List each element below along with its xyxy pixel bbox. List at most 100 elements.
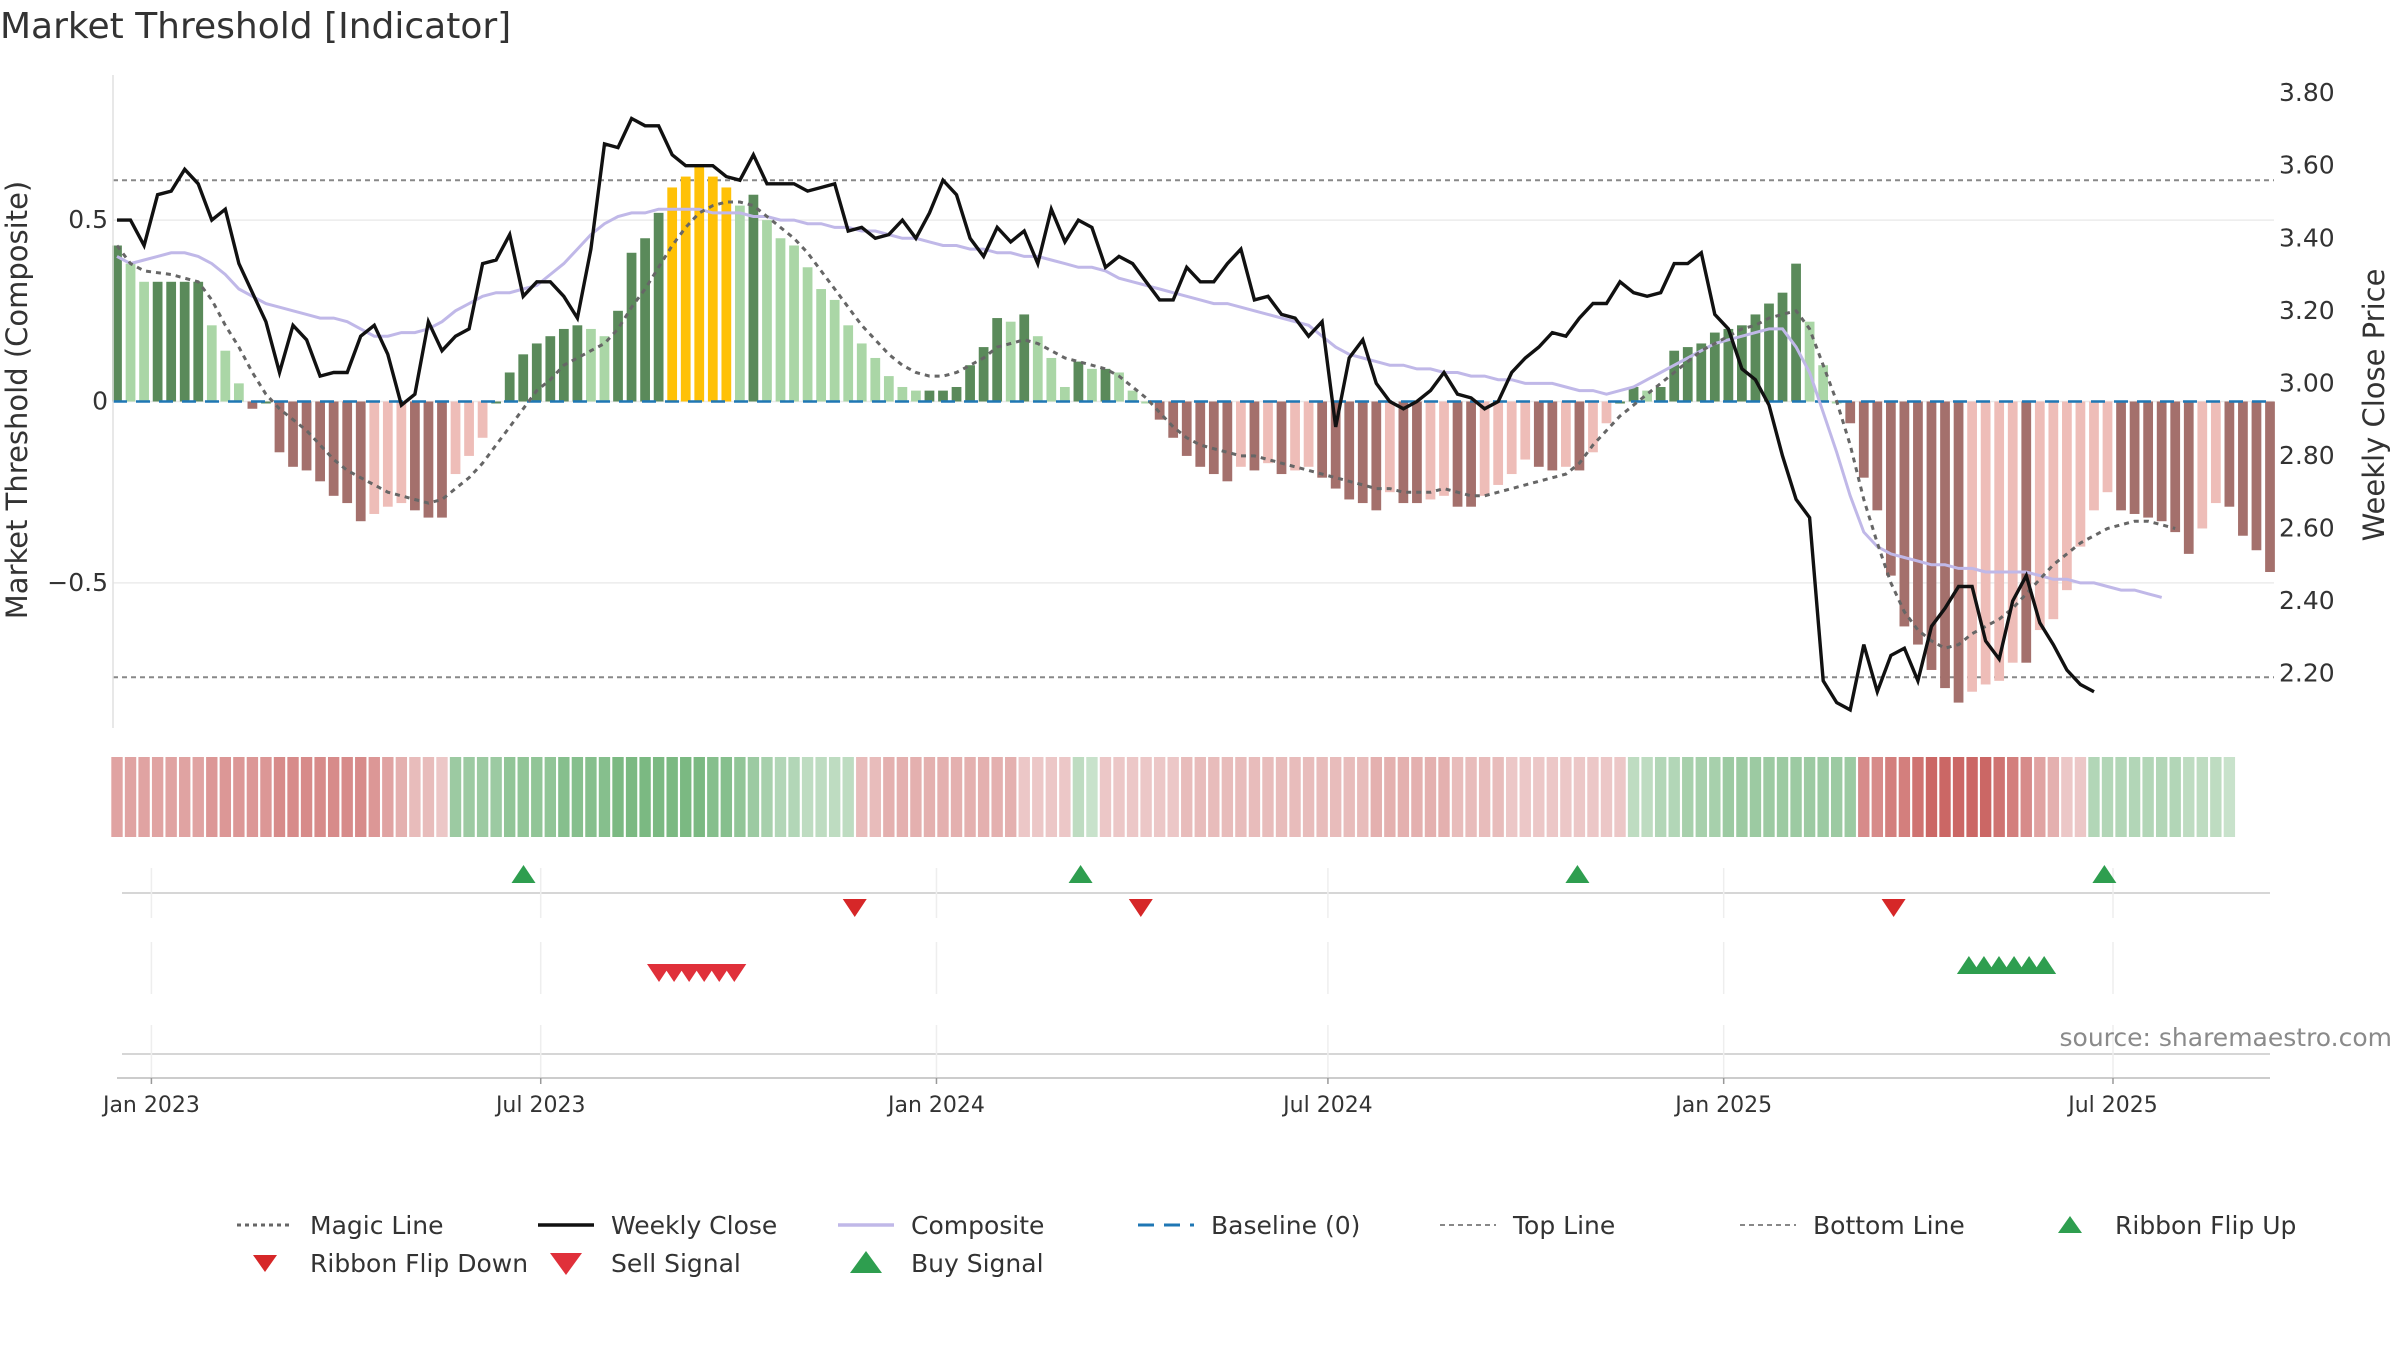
composite-bar — [1520, 401, 1531, 460]
sell-signal-marker — [662, 964, 687, 982]
composite-bar — [653, 212, 664, 402]
ribbon-cell — [1343, 757, 1355, 837]
ribbon-cell — [1817, 757, 1829, 837]
legend-swatch-buy — [850, 1251, 882, 1273]
composite-bar — [491, 401, 502, 404]
x-tick-label: Jul 2025 — [2066, 1093, 2158, 1118]
composite-bar — [2075, 401, 2086, 547]
source-credit: source: sharemaestro.com — [2060, 1023, 2393, 1052]
composite-bar — [1791, 263, 1801, 402]
x-tick-label: Jan 2023 — [101, 1093, 200, 1118]
composite-bar — [1290, 401, 1300, 471]
x-tick-label: Jul 2023 — [494, 1093, 586, 1118]
composite-bar — [1181, 401, 1192, 456]
ribbon-cell — [382, 757, 394, 837]
ribbon-cell — [910, 757, 922, 837]
composite-bar — [1384, 401, 1395, 493]
ribbon-cell — [273, 757, 286, 837]
composite-bar — [1276, 401, 1287, 475]
composite-bar — [1127, 390, 1138, 402]
series-lines — [113, 116, 2274, 713]
ribbon-cell — [422, 757, 435, 837]
composite-bar — [1953, 401, 1964, 703]
composite-bar — [992, 318, 1003, 402]
ribbon-cell — [1059, 757, 1071, 837]
composite-bar — [2265, 401, 2275, 573]
ribbon-cell — [788, 757, 800, 837]
ribbon-cell — [1844, 757, 1856, 837]
ribbon-cell — [1614, 757, 1626, 837]
composite-bar — [829, 299, 840, 402]
composite-bar — [2156, 401, 2167, 522]
ribbon-cell — [260, 757, 272, 837]
ribbon-cell — [639, 757, 651, 837]
composite-bar — [2129, 401, 2140, 514]
composite-bar — [965, 365, 975, 402]
composite-bar — [1994, 401, 2005, 681]
composite-bar — [911, 390, 921, 402]
y2-tick-label: 2.40 — [2279, 586, 2335, 615]
ribbon-cell — [734, 757, 746, 837]
composite-bar — [206, 325, 217, 402]
composite-bar — [233, 383, 244, 402]
ribbon-cell — [1560, 757, 1572, 837]
composite-bar — [531, 343, 542, 402]
composite-bar — [1398, 401, 1409, 504]
ribbon-cell — [1316, 757, 1328, 837]
composite-bar — [328, 401, 339, 496]
ribbon-cell — [1519, 757, 1531, 837]
ribbon-cell — [923, 757, 936, 837]
composite-bar — [762, 220, 772, 402]
ribbon-cell — [1181, 757, 1193, 837]
composite-bar — [1236, 401, 1246, 467]
composite-bar — [1263, 401, 1273, 464]
y2-tick-label: 3.40 — [2279, 223, 2335, 252]
ribbon-cell — [1086, 757, 1098, 837]
y-tick-label: 0.5 — [68, 205, 108, 234]
composite-bar — [1560, 401, 1571, 467]
composite-bar — [301, 401, 312, 471]
ribbon-cell — [883, 757, 895, 837]
composite-bar — [1547, 401, 1558, 471]
composite-bar — [735, 205, 745, 402]
composite-bar — [2048, 401, 2059, 620]
ribbon-cell — [652, 757, 665, 837]
composite-bar — [1845, 401, 1856, 424]
ribbon-cell — [571, 757, 584, 837]
ribbon-cell — [1153, 757, 1166, 837]
ribbon-cell — [1384, 757, 1396, 837]
ribbon-cell — [964, 757, 976, 837]
ribbon-cell — [1912, 757, 1924, 837]
legend-label: Top Line — [1512, 1211, 1615, 1240]
composite-bar — [1885, 401, 1896, 576]
buy-signal-marker — [1956, 956, 1981, 974]
composite-bar — [2102, 401, 2113, 493]
composite-bar — [1601, 401, 1612, 424]
legend-label: Weekly Close — [611, 1211, 777, 1240]
composite-bar — [1858, 401, 1869, 478]
ribbon-cell — [1573, 757, 1586, 837]
ribbon-cell — [355, 757, 367, 837]
ribbon-cell — [1709, 757, 1721, 837]
composite-bar — [152, 281, 163, 402]
composite-bar — [626, 252, 637, 402]
ribbon-cell — [165, 757, 177, 837]
signal-events — [122, 865, 2270, 1078]
composite-bar — [1059, 386, 1070, 402]
composite-bar — [1642, 390, 1652, 402]
ribbon-cell — [1221, 757, 1234, 837]
ribbon-cell — [544, 757, 556, 837]
ribbon-cell — [1113, 757, 1125, 837]
ribbon-cell — [1925, 757, 1938, 837]
ribbon-cell — [206, 757, 218, 837]
ribbon-cell — [612, 757, 624, 837]
ribbon-cell — [1411, 757, 1423, 837]
ribbon-cell — [2101, 757, 2114, 837]
ribbon-cell — [747, 757, 760, 837]
composite-bar — [1764, 303, 1774, 402]
ribbon-flip-up-marker — [1565, 865, 1590, 883]
composite-bar — [382, 401, 393, 507]
y-tick-label: 0 — [92, 387, 108, 416]
ribbon-cell — [1194, 757, 1206, 837]
composite-bar — [355, 401, 366, 522]
